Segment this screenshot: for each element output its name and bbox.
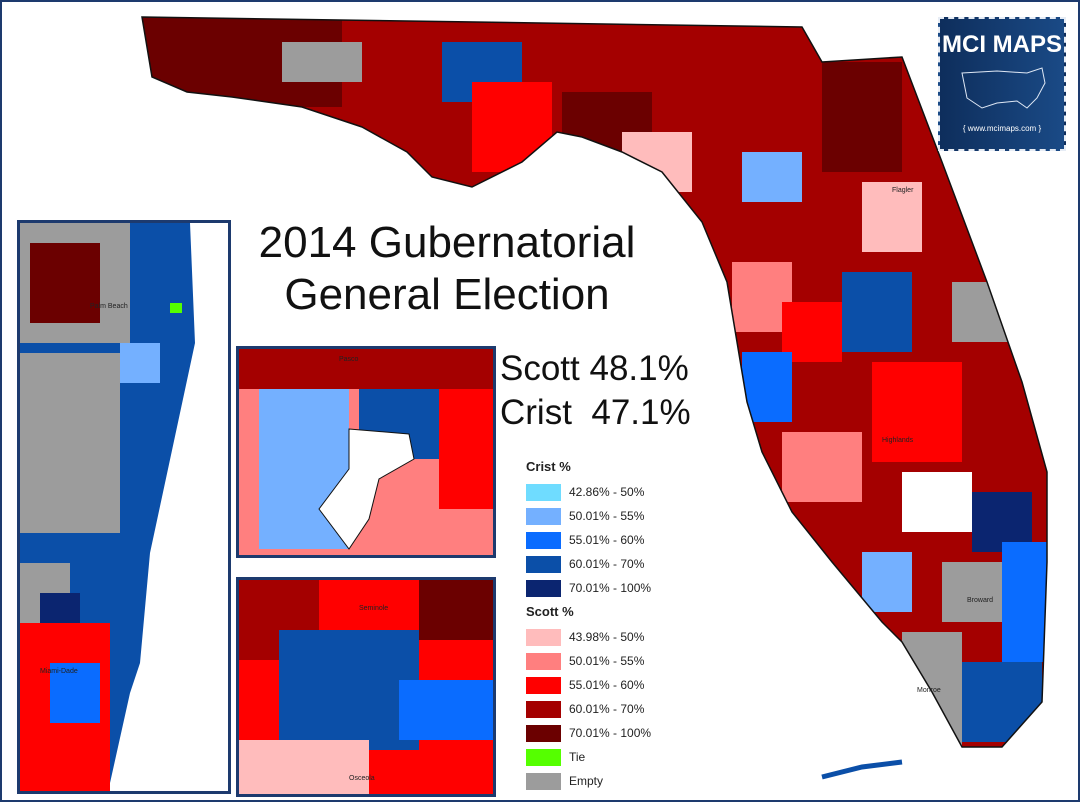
legend-item: 50.01% - 55% bbox=[526, 649, 651, 673]
legend-swatch bbox=[526, 507, 561, 525]
region-jacksonville bbox=[822, 62, 902, 172]
legend-swatch bbox=[526, 579, 561, 597]
mci-maps-logo: MCI MAPS { www.mcimaps.com } bbox=[938, 17, 1066, 151]
inset-empty bbox=[20, 353, 120, 533]
legend-swatch bbox=[526, 676, 561, 694]
legend-label: Tie bbox=[569, 750, 586, 764]
inset-label-miami-dade: Miami-Dade bbox=[40, 668, 78, 675]
legend-scott-title: Scott % bbox=[526, 604, 574, 619]
legend-crist-title: Crist % bbox=[526, 459, 571, 474]
inset-label-pasco: Pasco bbox=[339, 356, 359, 363]
legend-item: 60.01% - 70% bbox=[526, 697, 651, 721]
inset-southeast-florida: Palm Beach Miami-Dade bbox=[17, 220, 231, 794]
legend-label: 70.01% - 100% bbox=[569, 726, 652, 740]
inset-southeast-map: Palm Beach Miami-Dade bbox=[20, 223, 228, 791]
region-flagler bbox=[862, 182, 922, 252]
inset-region bbox=[419, 580, 493, 640]
map-label-monroe: Monroe bbox=[917, 687, 941, 694]
map-label-highlands: Highlands bbox=[882, 437, 914, 444]
title-line-1: 2014 Gubernatorial bbox=[258, 218, 636, 267]
inset-region bbox=[30, 243, 100, 323]
region-alachua bbox=[742, 152, 802, 202]
legend-swatch bbox=[526, 772, 561, 790]
inset-label-osceola: Osceola bbox=[349, 775, 375, 782]
legend-label: Empty bbox=[569, 774, 604, 788]
legend-item: Empty bbox=[526, 769, 651, 793]
tampa-bay-water bbox=[318, 428, 415, 550]
result-scott: Scott 48.1% bbox=[500, 349, 689, 388]
inset-tampa-bay: Pasco bbox=[236, 346, 496, 558]
inset-region bbox=[120, 343, 160, 383]
legend-swatch bbox=[526, 483, 561, 501]
inset-region bbox=[239, 740, 369, 794]
inset-orlando-core bbox=[279, 630, 419, 750]
usa-map-icon bbox=[961, 67, 1046, 109]
florida-outline bbox=[141, 16, 1048, 748]
region-orange bbox=[842, 272, 912, 352]
legend-label: 55.01% - 60% bbox=[569, 678, 645, 692]
inset-orlando: Seminole Osceola bbox=[236, 577, 496, 797]
legend-item: 42.86% - 50% bbox=[526, 480, 651, 504]
inset-tie bbox=[170, 303, 182, 313]
region-broward-empty bbox=[942, 562, 1002, 622]
legend-label: 70.01% - 100% bbox=[569, 581, 652, 595]
florida-keys bbox=[821, 759, 903, 780]
inset-orlando-map: Seminole Osceola bbox=[239, 580, 493, 794]
legend-label: 43.98% - 50% bbox=[569, 630, 645, 644]
legend: Crist % 42.86% - 50% 50.01% - 55% 55.01% -… bbox=[526, 457, 651, 793]
region-wakulla bbox=[472, 82, 552, 172]
region-miami-dade bbox=[962, 662, 1042, 742]
lake-okeechobee bbox=[902, 472, 972, 532]
legend-item: 70.01% - 100% bbox=[526, 721, 651, 745]
inset-region bbox=[50, 663, 100, 723]
legend-swatch bbox=[526, 700, 561, 718]
legend-item: 55.01% - 60% bbox=[526, 528, 651, 552]
region-osceola bbox=[872, 362, 962, 462]
legend-label: 60.01% - 70% bbox=[569, 557, 645, 571]
legend-item: 70.01% - 100% bbox=[526, 576, 651, 600]
inset-region bbox=[239, 349, 493, 389]
region-tie bbox=[1022, 302, 1042, 332]
inset-label-palm-beach: Palm Beach bbox=[90, 303, 128, 310]
legend-item: 50.01% - 55% bbox=[526, 504, 651, 528]
region bbox=[782, 432, 862, 502]
inset-tampa-map: Pasco bbox=[239, 349, 493, 555]
legend-swatch bbox=[526, 748, 561, 766]
legend-swatch bbox=[526, 628, 561, 646]
inset-label-seminole: Seminole bbox=[359, 605, 388, 612]
region-empty bbox=[952, 282, 1012, 342]
region bbox=[862, 552, 912, 612]
legend-swatch bbox=[526, 531, 561, 549]
inset-region bbox=[399, 680, 493, 740]
legend-item: 55.01% - 60% bbox=[526, 673, 651, 697]
results: Scott 48.1% Crist 47.1% bbox=[500, 347, 691, 435]
region-broward-coast bbox=[1002, 542, 1047, 662]
logo-url: { www.mcimaps.com } bbox=[962, 124, 1042, 133]
legend-label: 50.01% - 55% bbox=[569, 654, 645, 668]
legend-item: Tie bbox=[526, 745, 651, 769]
map-title: 2014 Gubernatorial General Election bbox=[217, 217, 677, 321]
region-pinellas bbox=[742, 352, 792, 422]
legend-swatch bbox=[526, 724, 561, 742]
legend-label: 60.01% - 70% bbox=[569, 702, 645, 716]
map-label-flagler: Flagler bbox=[892, 187, 914, 194]
legend-swatch bbox=[526, 555, 561, 573]
region-empty bbox=[282, 42, 362, 82]
inset-region bbox=[439, 389, 493, 509]
map-label-broward: Broward bbox=[967, 597, 993, 604]
legend-item: 43.98% - 50% bbox=[526, 625, 651, 649]
region-lafayette bbox=[622, 132, 692, 192]
legend-swatch bbox=[526, 652, 561, 670]
legend-label: 55.01% - 60% bbox=[569, 533, 645, 547]
legend-item: 60.01% - 70% bbox=[526, 552, 651, 576]
title-line-2: General Election bbox=[284, 270, 610, 319]
logo-name: MCI MAPS bbox=[942, 31, 1062, 58]
result-crist: Crist 47.1% bbox=[500, 393, 691, 432]
legend-label: 42.86% - 50% bbox=[569, 485, 645, 499]
legend-label: 50.01% - 55% bbox=[569, 509, 645, 523]
